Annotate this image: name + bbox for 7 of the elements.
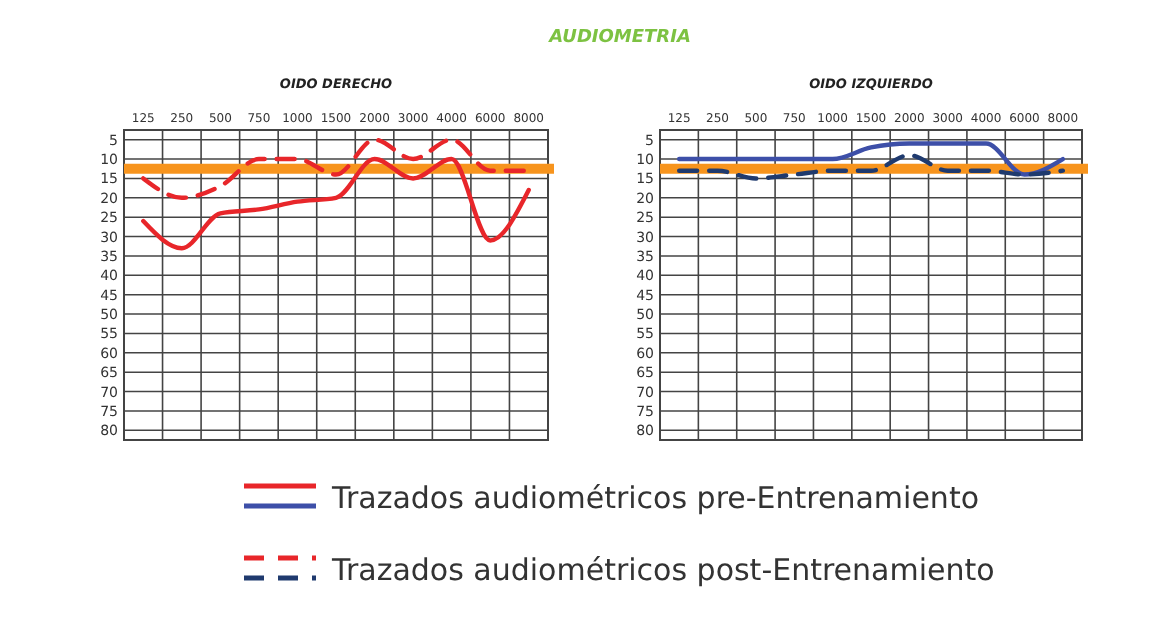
text: AUDIOMETRIA <box>547 28 691 48</box>
line-series <box>141 156 531 251</box>
line-series <box>676 141 1066 177</box>
legend-label: Trazados audiométricos post-Entrenamiento <box>330 552 995 588</box>
legend-label: Trazados audiométricos pre-Entrenamiento <box>330 480 979 516</box>
line-series <box>141 137 531 201</box>
line-series <box>676 152 1066 181</box>
